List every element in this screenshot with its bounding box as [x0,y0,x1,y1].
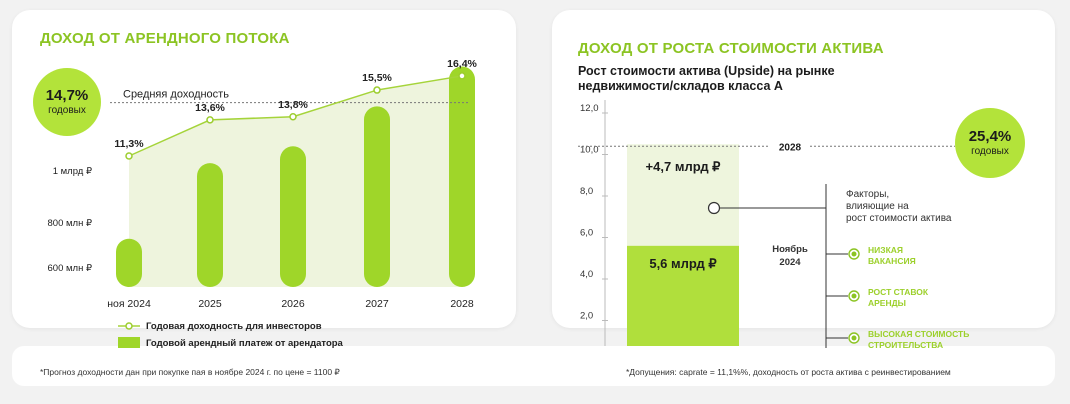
rental-income-chart: 600 млн ₽ 800 млн ₽ 1 млрд ₽ Средняя доходн… [48,58,478,349]
yield-point [289,113,297,121]
x-category-label: 2025 [198,298,222,310]
right-badge-value: 25,4% [968,128,1012,145]
rent-bar [197,163,223,287]
left-footnote: *Прогноз доходности дан при покупке пая … [40,367,340,377]
factor-dot-inner [851,335,857,341]
y-tick-label: 8,0 [580,186,593,197]
legend-line-label: Годовая доходность для инвесторов [146,321,322,332]
rent-bar [116,238,142,287]
x-category-label: 2026 [281,298,305,310]
factor-label: ВЫСОКАЯ СТОИМОСТЬ [868,329,969,339]
legend-bar-swatch [118,337,140,348]
y-tick-label: 600 млн ₽ [48,263,93,274]
right-yield-badge: 25,4% годовых [955,108,1025,178]
y-tick-label: 4,0 [580,269,593,280]
y-tick-label: 2,0 [580,311,593,322]
average-line-label: Средняя доходность [123,89,229,101]
yield-point [373,86,381,94]
left-badge-label: годовых [48,105,86,116]
legend-line-marker [125,322,133,330]
factors-heading-line: рост стоимости актива [846,213,952,224]
factor-dot-inner [851,293,857,299]
right-subtitle-line-1: Рост стоимости актива (Upside) на рынке [578,64,835,78]
y-tick-label: 1 млрд ₽ [53,166,93,177]
rent-bar [364,106,390,288]
left-title: ДОХОД ОТ АРЕНДНОГО ПОТОКА [40,30,290,47]
x-category-label: 2028 [450,298,474,310]
legend-bar-label: Годовой арендный платеж от арендатора [146,338,344,349]
footnote-strip [12,346,1055,386]
x-category-label: ноя 2024 [107,298,151,310]
upside-value-label: +4,7 млрд ₽ [646,159,722,174]
right-footnote: *Допущения: caprate = 11,1%%, доходность… [626,367,951,377]
yield-value-label: 13,8% [278,99,308,111]
category-label-2028: 2028 [779,142,802,153]
upside-segment [627,144,739,246]
left-badge-value: 14,7% [45,87,89,104]
yield-value-label: 13,6% [195,102,225,114]
left-yield-badge: 14,7% годовых [33,68,101,136]
factor-dot-inner [851,251,857,257]
factor-label: ВАКАНСИЯ [868,256,916,266]
factor-marker [707,201,721,215]
yield-point [458,72,466,80]
y-tick-label: 10,0 [580,145,599,156]
right-subtitle: Рост стоимости актива (Upside) на рынке … [578,64,835,94]
right-title: ДОХОД ОТ РОСТА СТОИМОСТИ АКТИВА [578,40,884,57]
factor-label: НИЗКАЯ [868,245,903,255]
category-label-month: Ноябрь [772,244,808,255]
right-subtitle-line-2: недвижимости/складов класса А [578,79,783,93]
y-tick-label: 800 млн ₽ [48,218,93,229]
right-badge-label: годовых [971,146,1009,157]
yield-value-label: 16,4% [447,58,477,70]
base-value-label: 5,6 млрд ₽ [649,256,717,271]
factor-label: АРЕНДЫ [868,298,906,308]
yield-value-label: 11,3% [114,138,144,150]
x-category-label: 2027 [365,298,389,310]
yield-value-label: 15,5% [362,72,392,84]
y-tick-label: 6,0 [580,228,593,239]
category-label-year: 2024 [779,257,801,268]
base-value-segment [627,245,739,346]
factor-label: СТРОИТЕЛЬСТВА [868,340,943,350]
factors-heading-line: влияющие на [846,201,909,212]
rent-bar [280,146,306,287]
factors-heading-line: Факторы, [846,189,889,200]
y-tick-label: 12,0 [580,103,599,114]
asset-growth-chart: 2,0 4,0 6,0 8,0 10,0 12,0 +4,7 млрд ₽ 5,6 млрд … [578,100,969,350]
rent-bar [449,66,475,287]
factor-label: РОСТ СТАВОК [868,287,929,297]
yield-point [125,152,133,160]
yield-point [206,116,214,124]
